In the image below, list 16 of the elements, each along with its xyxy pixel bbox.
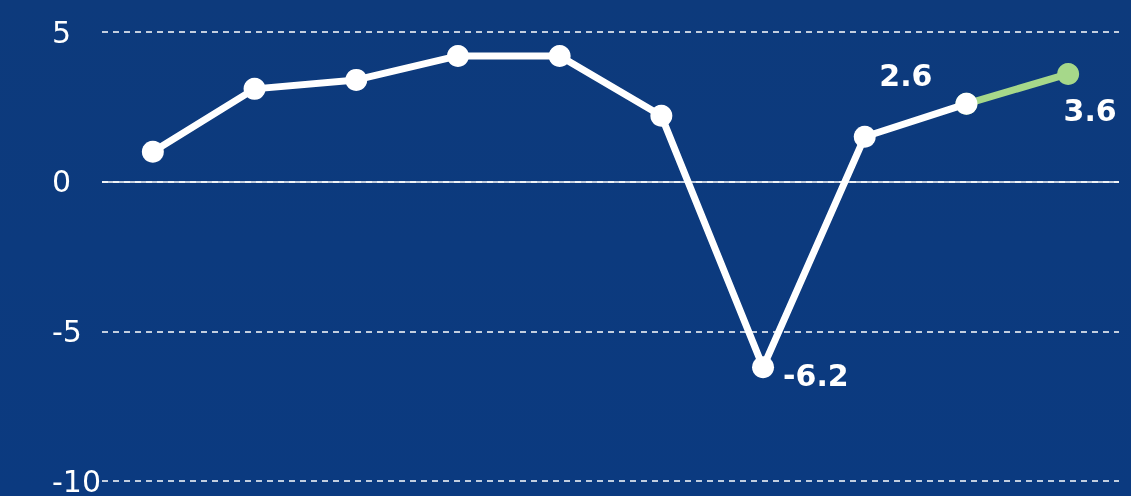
y-tick-label: -5: [52, 313, 82, 349]
point: [1057, 62, 1080, 85]
y-tick-label: 0: [52, 164, 72, 200]
point: [853, 125, 876, 148]
point: [243, 77, 266, 100]
point: [345, 68, 368, 91]
point: [650, 104, 673, 127]
data-label: 3.6: [1063, 93, 1117, 129]
y-tick-label: 5: [52, 14, 72, 50]
data-label: 2.6: [879, 58, 933, 94]
point: [446, 44, 469, 67]
point: [141, 140, 164, 163]
data-label: -6.2: [783, 357, 849, 393]
point: [752, 356, 775, 379]
point: [548, 44, 571, 67]
y-tick-label: -10: [52, 463, 101, 496]
